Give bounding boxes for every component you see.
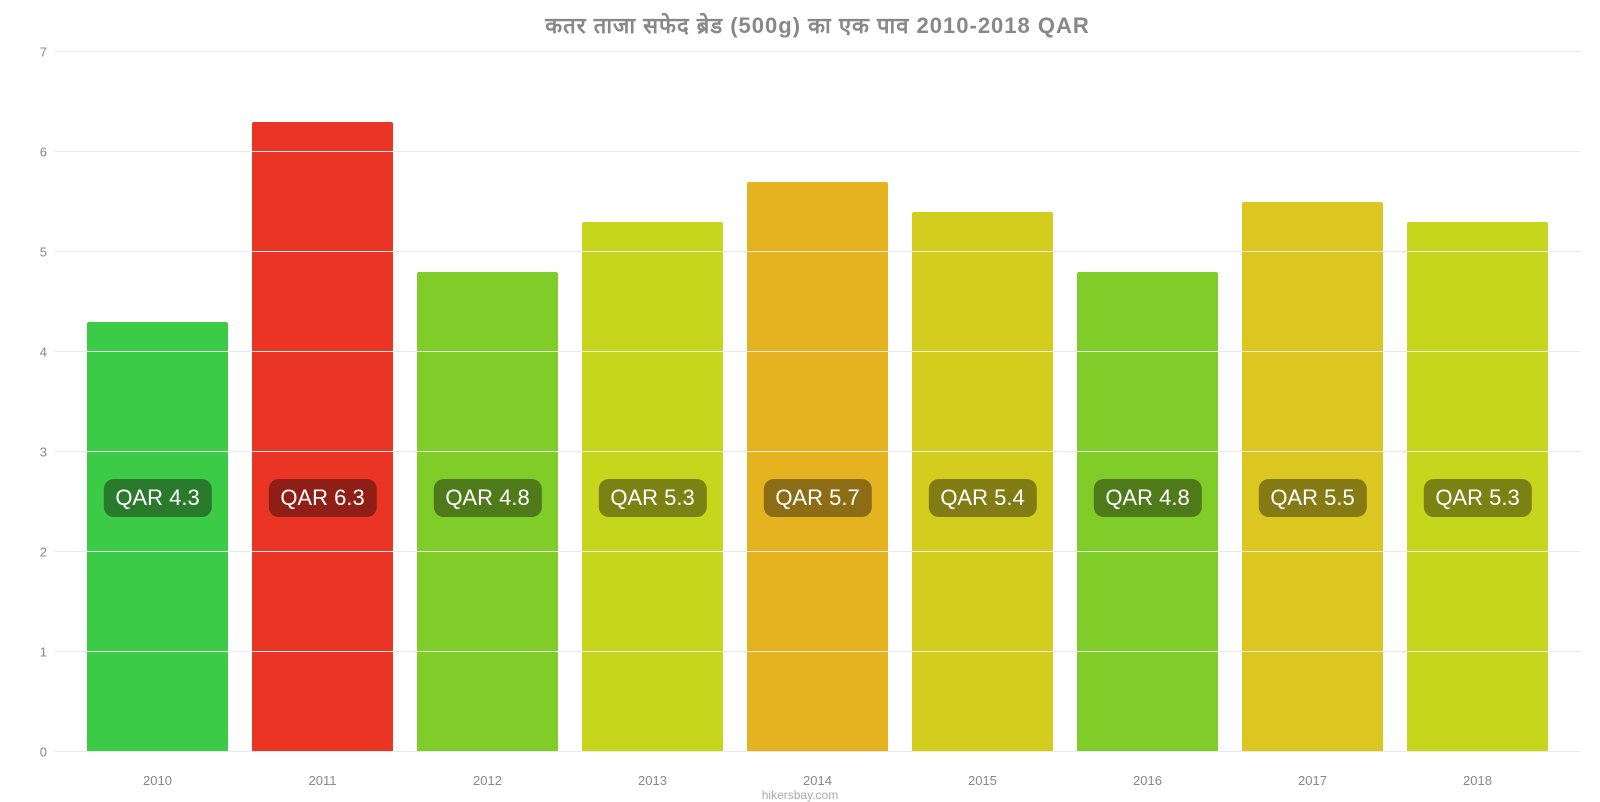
- y-tick-label: 1: [17, 645, 47, 660]
- chart-container: कतर ताजा सफेद ब्रेड (500g) का एक पाव 201…: [0, 0, 1600, 800]
- gridline: [55, 751, 1580, 752]
- bar-value-label: QAR 5.5: [1258, 479, 1366, 517]
- x-tick-label: 2012: [405, 773, 570, 788]
- x-tick-label: 2011: [240, 773, 405, 788]
- gridline: [55, 551, 1580, 552]
- bar: QAR 4.3: [87, 322, 228, 752]
- bar: QAR 4.8: [417, 272, 558, 752]
- y-tick-label: 6: [17, 145, 47, 160]
- x-tick-label: 2017: [1230, 773, 1395, 788]
- chart-title: कतर ताजा सफेद ब्रेड (500g) का एक पाव 201…: [55, 10, 1580, 40]
- plot-area: 01234567 QAR 4.3QAR 6.3QAR 4.8QAR 5.3QAR…: [55, 52, 1580, 752]
- x-tick-label: 2014: [735, 773, 900, 788]
- bar-slot: QAR 5.5: [1230, 52, 1395, 752]
- bar-value-label: QAR 4.8: [1093, 479, 1201, 517]
- x-tick-label: 2018: [1395, 773, 1560, 788]
- bar-value-label: QAR 4.3: [103, 479, 211, 517]
- x-axis-labels: 201020112012201320142015201620172018: [55, 773, 1580, 788]
- bar-slot: QAR 4.3: [75, 52, 240, 752]
- bar-value-label: QAR 5.7: [763, 479, 871, 517]
- bar-slot: QAR 6.3: [240, 52, 405, 752]
- bar-slot: QAR 5.7: [735, 52, 900, 752]
- y-axis: 01234567: [15, 52, 55, 752]
- bar: QAR 5.3: [1407, 222, 1548, 752]
- bar-slot: QAR 5.3: [1395, 52, 1560, 752]
- gridline: [55, 151, 1580, 152]
- x-tick-label: 2013: [570, 773, 735, 788]
- gridline: [55, 451, 1580, 452]
- y-tick-label: 7: [17, 45, 47, 60]
- bar: QAR 4.8: [1077, 272, 1218, 752]
- bar-value-label: QAR 5.3: [598, 479, 706, 517]
- gridline: [55, 651, 1580, 652]
- bar: QAR 6.3: [252, 122, 393, 752]
- y-tick-label: 2: [17, 545, 47, 560]
- bar-slot: QAR 4.8: [405, 52, 570, 752]
- bar-value-label: QAR 4.8: [433, 479, 541, 517]
- bar-value-label: QAR 5.4: [928, 479, 1036, 517]
- bar-slot: QAR 4.8: [1065, 52, 1230, 752]
- gridline: [55, 251, 1580, 252]
- y-tick-label: 0: [17, 745, 47, 760]
- bar: QAR 5.7: [747, 182, 888, 752]
- bar-slot: QAR 5.3: [570, 52, 735, 752]
- x-tick-label: 2010: [75, 773, 240, 788]
- bar-value-label: QAR 5.3: [1423, 479, 1531, 517]
- gridline: [55, 51, 1580, 52]
- bar-slot: QAR 5.4: [900, 52, 1065, 752]
- bar-value-label: QAR 6.3: [268, 479, 376, 517]
- y-tick-label: 4: [17, 345, 47, 360]
- x-tick-label: 2015: [900, 773, 1065, 788]
- bar: QAR 5.3: [582, 222, 723, 752]
- y-tick-label: 3: [17, 445, 47, 460]
- bar: QAR 5.5: [1242, 202, 1383, 752]
- x-tick-label: 2016: [1065, 773, 1230, 788]
- bars-group: QAR 4.3 QAR 6.3 QAR 4.8 QAR 5.3 QAR 5.7 QAR 5…: [55, 52, 1580, 752]
- gridline: [55, 351, 1580, 352]
- y-tick-label: 5: [17, 245, 47, 260]
- bar: QAR 5.4: [912, 212, 1053, 752]
